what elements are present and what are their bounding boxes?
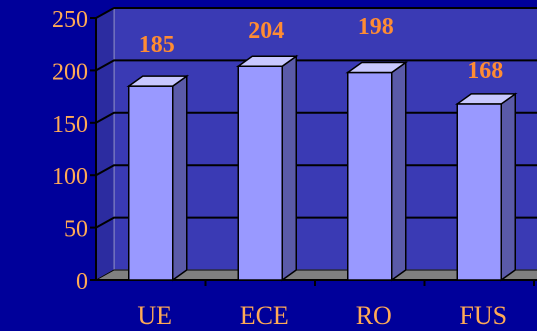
x-tick-label: FUS [459,301,507,330]
data-labels: 185 204 198 168 [139,14,504,84]
bar-side [391,61,407,282]
bar-ece [235,54,299,282]
bar-front [347,71,393,281]
bars [126,54,518,282]
y-tick-labels: 0 50 100 150 200 250 [52,7,88,295]
y-tick-label: 50 [64,217,88,243]
gridline [95,216,537,229]
y-tick-label: 100 [52,164,88,190]
bar-side [172,74,188,282]
y-tick-label: 0 [76,269,88,295]
x-tick-labels: UE ECE RO FUS [137,301,507,330]
bar-ro [345,61,409,282]
data-label: 204 [248,18,284,44]
x-tick-label: UE [137,301,172,330]
bar-fus [454,92,518,282]
bar-front [128,85,174,281]
bar-side [281,54,297,282]
y-tick-label: 250 [52,7,88,33]
data-label: 198 [358,14,394,40]
gridline [95,7,537,19]
x-tick-label: RO [356,301,392,330]
data-label: 185 [139,32,175,58]
gridline [95,59,537,72]
gridlines [95,7,537,229]
x-tick-label: ECE [240,301,289,330]
y-tick-label: 150 [52,112,88,138]
bar-top [345,61,409,74]
data-label: 168 [467,58,503,84]
bar-front [237,65,283,281]
bar-ue [126,74,190,282]
y-tick-label: 200 [52,59,88,85]
gridline [95,164,537,177]
bar-top [454,93,518,105]
gridline [95,111,537,124]
bar-top [235,55,299,67]
bar-front [456,103,502,281]
bar-top [126,75,190,87]
side-wall [95,7,115,281]
bar-side [500,92,516,282]
